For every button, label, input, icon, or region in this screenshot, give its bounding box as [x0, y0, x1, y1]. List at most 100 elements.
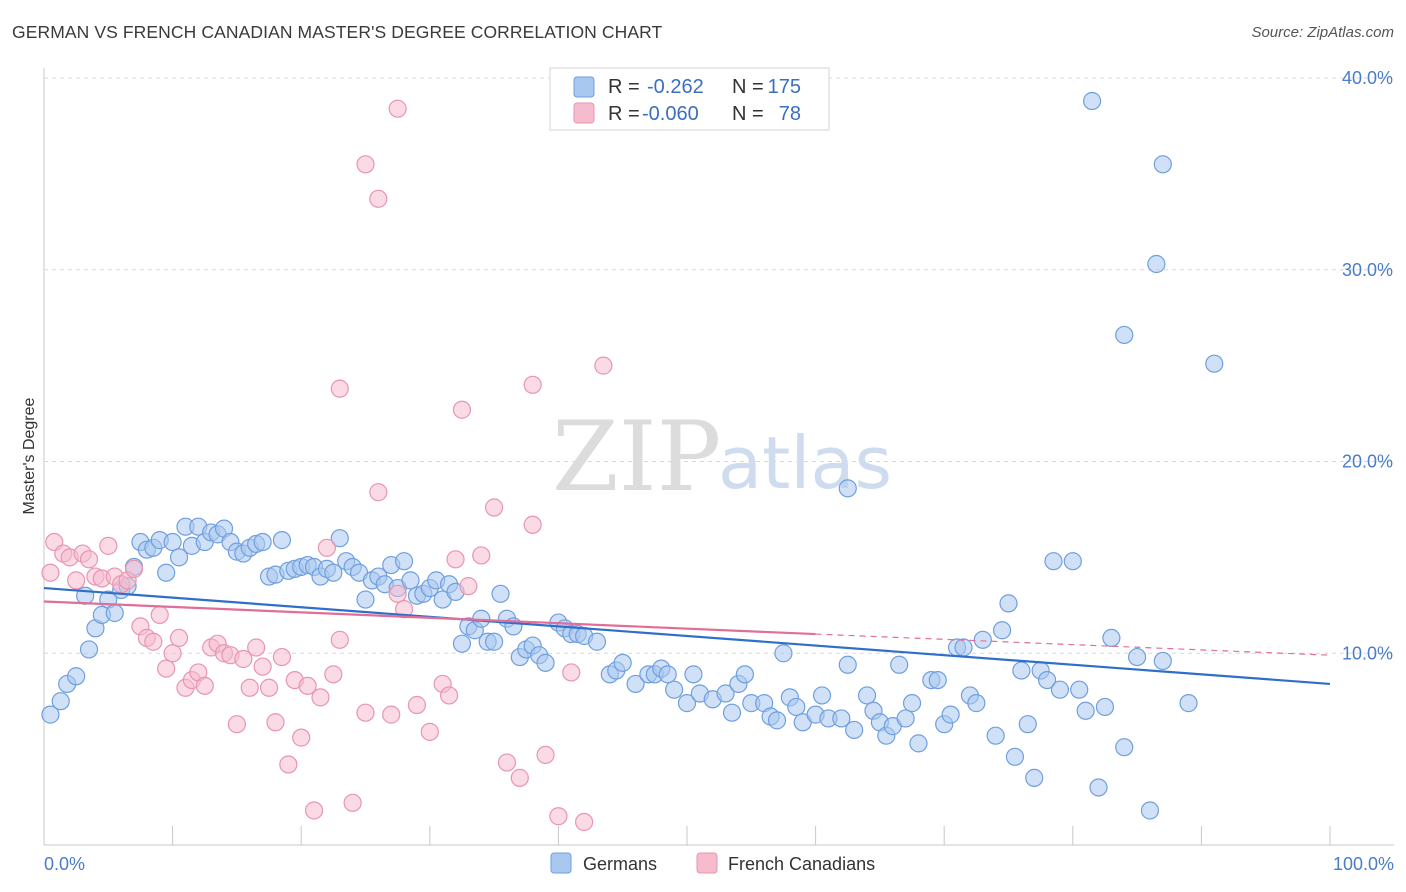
french-canadian-point [157, 659, 176, 678]
french-canadian-point [497, 753, 517, 772]
legend-r-label-germans: R = [608, 76, 640, 98]
french-canadian-point [382, 705, 401, 724]
german-point [1005, 747, 1025, 766]
german-point [253, 532, 272, 552]
bottom-legend-french: French Canadians [728, 854, 875, 874]
german-point [401, 571, 420, 590]
german-point [356, 590, 375, 609]
french-canadian-point [227, 715, 246, 734]
german-point [163, 532, 182, 552]
french-canadian-point [439, 686, 459, 705]
german-point [1063, 552, 1082, 571]
german-point [999, 594, 1018, 613]
french-canadian-point [169, 628, 189, 648]
french-canadian-point [317, 538, 337, 557]
german-point [272, 531, 292, 550]
german-point [452, 634, 472, 653]
watermark-atlas: atlas [718, 421, 892, 505]
french-canadian-point [67, 571, 86, 590]
german-point [973, 630, 992, 649]
french-canadian-point [292, 728, 311, 747]
french-canadians-trend-line [43, 600, 816, 636]
german-point [665, 680, 684, 699]
german-point [992, 621, 1012, 640]
german-point [774, 644, 793, 663]
german-point [1012, 661, 1031, 680]
french-canadian-point [575, 812, 594, 832]
legend-swatch-french [573, 102, 595, 124]
german-point [890, 655, 909, 674]
german-point [626, 674, 645, 694]
french-canadian-point [407, 695, 427, 715]
german-point [1140, 801, 1160, 820]
french-canadian-point [272, 647, 292, 667]
french-canadian-point [459, 577, 478, 596]
german-point [928, 670, 947, 690]
german-point [1037, 670, 1057, 690]
source-label: Source: ZipAtlas.com [1251, 24, 1394, 41]
german-point [1102, 628, 1121, 648]
german-point [394, 552, 414, 571]
german-point [1153, 651, 1172, 671]
german-point [1089, 778, 1108, 797]
french-canadian-point [234, 649, 253, 669]
legend-swatch-germans [573, 76, 595, 98]
german-point [1025, 768, 1044, 787]
german-point [1095, 697, 1115, 717]
german-point [838, 479, 857, 498]
french-canadian-point [356, 155, 375, 174]
german-point [1044, 552, 1063, 571]
germans-trend-line [43, 586, 1331, 686]
french-canadian-point [298, 676, 317, 695]
french-canadian-point [266, 713, 285, 732]
french-canadian-point [523, 515, 542, 534]
german-point [536, 653, 555, 672]
legend-r-value-germans: -0.262 [647, 76, 704, 98]
chart-title: GERMAN VS FRENCH CANADIAN MASTER'S DEGRE… [12, 22, 663, 42]
german-point [1070, 680, 1089, 699]
y-tick-label: 10.0% [1342, 643, 1393, 663]
y-axis-title: Master's Degree [21, 397, 38, 514]
legend-r-label-french: R = [608, 103, 640, 125]
french-canadian-point [279, 755, 298, 774]
french-canadian-point [446, 550, 465, 569]
watermark-zip: ZIP [552, 401, 721, 513]
french-canadian-point [253, 657, 272, 676]
german-point [832, 709, 851, 728]
french-canadian-point [343, 793, 362, 812]
french-canadian-point [99, 536, 118, 555]
legend-n-label-french: N = [732, 103, 764, 125]
french-canadian-point [330, 630, 349, 649]
german-point [485, 632, 504, 651]
german-point [787, 697, 806, 717]
german-point [105, 603, 124, 623]
german-point [1115, 325, 1134, 345]
bottom-legend-germans: Germans [583, 854, 657, 874]
german-point [324, 563, 343, 582]
german-point [1153, 155, 1172, 174]
german-point [169, 548, 189, 567]
german-point [722, 703, 742, 722]
french-canadian-point [388, 584, 407, 603]
french-canadian-point [150, 605, 169, 625]
german-point [41, 705, 60, 724]
german-point [1050, 680, 1070, 699]
german-point [716, 684, 735, 703]
german-point [67, 667, 86, 686]
german-point [941, 705, 960, 724]
french-canadian-point [472, 546, 491, 565]
french-canadian-point [79, 550, 99, 569]
french-canadian-point [356, 703, 375, 722]
german-point [812, 686, 832, 705]
german-point [330, 529, 349, 548]
x-tick-label-max: 100.0% [1333, 854, 1394, 874]
french-canadian-point [523, 375, 542, 394]
french-canadian-point [562, 663, 581, 682]
french-canadian-point [536, 745, 555, 764]
french-canadian-point [259, 678, 279, 697]
french-canadian-point [369, 483, 388, 502]
german-point [838, 655, 857, 674]
bottom-legend-swatch-french [696, 852, 718, 874]
legend-r-value-french: -0.060 [642, 103, 699, 125]
legend-n-value-germans: 175 [768, 76, 801, 98]
